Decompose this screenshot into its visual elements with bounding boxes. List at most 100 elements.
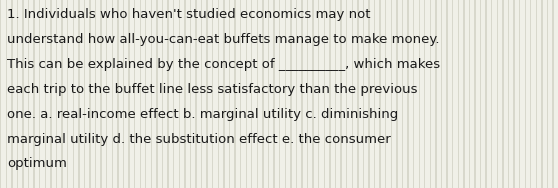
Bar — [296, 0, 297, 188]
Bar — [541, 0, 542, 188]
Bar — [145, 0, 147, 188]
Bar — [430, 0, 431, 188]
Bar — [424, 0, 425, 188]
Bar — [268, 0, 269, 188]
Bar — [458, 0, 459, 188]
Bar — [112, 0, 113, 188]
Bar — [17, 0, 18, 188]
Text: marginal utility d. the substitution effect e. the consumer: marginal utility d. the substitution eff… — [7, 133, 391, 146]
Text: This can be explained by the concept of __________, which makes: This can be explained by the concept of … — [7, 58, 440, 71]
Text: 1. Individuals who haven't studied economics may not: 1. Individuals who haven't studied econo… — [7, 8, 371, 21]
Bar — [206, 0, 208, 188]
Bar — [435, 0, 436, 188]
Bar — [285, 0, 286, 188]
Bar — [78, 0, 79, 188]
Bar — [0, 0, 1, 188]
Bar — [179, 0, 180, 188]
Bar — [61, 0, 63, 188]
Bar — [257, 0, 258, 188]
Bar — [318, 0, 320, 188]
Bar — [234, 0, 235, 188]
Bar — [324, 0, 325, 188]
Bar — [402, 0, 403, 188]
Text: understand how all-you-can-eat buffets manage to make money.: understand how all-you-can-eat buffets m… — [7, 33, 440, 46]
Bar — [485, 0, 487, 188]
Bar — [391, 0, 392, 188]
Bar — [368, 0, 369, 188]
Bar — [22, 0, 23, 188]
Bar — [552, 0, 554, 188]
Bar — [396, 0, 397, 188]
Bar — [95, 0, 97, 188]
Bar — [50, 0, 51, 188]
Bar — [530, 0, 531, 188]
Bar — [301, 0, 302, 188]
Bar — [525, 0, 526, 188]
Bar — [441, 0, 442, 188]
Bar — [508, 0, 509, 188]
Bar — [218, 0, 219, 188]
Text: one. a. real-income effect b. marginal utility c. diminishing: one. a. real-income effect b. marginal u… — [7, 108, 398, 121]
Bar — [413, 0, 414, 188]
Bar — [123, 0, 124, 188]
Bar — [340, 0, 341, 188]
Bar — [363, 0, 364, 188]
Bar — [519, 0, 521, 188]
Bar — [73, 0, 74, 188]
Bar — [379, 0, 381, 188]
Bar — [106, 0, 107, 188]
Bar — [39, 0, 41, 188]
Bar — [357, 0, 358, 188]
Bar — [56, 0, 57, 188]
Bar — [128, 0, 129, 188]
Bar — [262, 0, 263, 188]
Bar — [173, 0, 174, 188]
Bar — [407, 0, 408, 188]
Bar — [469, 0, 470, 188]
Bar — [290, 0, 291, 188]
Bar — [452, 0, 453, 188]
Bar — [491, 0, 492, 188]
Bar — [184, 0, 185, 188]
Bar — [474, 0, 475, 188]
Bar — [307, 0, 308, 188]
Bar — [547, 0, 548, 188]
Bar — [329, 0, 330, 188]
Bar — [346, 0, 347, 188]
Bar — [480, 0, 481, 188]
Bar — [28, 0, 30, 188]
Bar — [273, 0, 275, 188]
Bar — [240, 0, 241, 188]
Bar — [463, 0, 464, 188]
Bar — [229, 0, 230, 188]
Bar — [385, 0, 386, 188]
Text: optimum: optimum — [7, 157, 67, 170]
Bar — [89, 0, 90, 188]
Bar — [212, 0, 213, 188]
Text: each trip to the buffet line less satisfactory than the previous: each trip to the buffet line less satisf… — [7, 83, 418, 96]
Bar — [33, 0, 35, 188]
Bar — [117, 0, 118, 188]
Bar — [140, 0, 141, 188]
Bar — [162, 0, 163, 188]
Bar — [45, 0, 46, 188]
Bar — [312, 0, 314, 188]
Bar — [497, 0, 498, 188]
Bar — [446, 0, 448, 188]
Bar — [352, 0, 353, 188]
Bar — [335, 0, 336, 188]
Bar — [151, 0, 152, 188]
Bar — [223, 0, 224, 188]
Bar — [279, 0, 280, 188]
Bar — [167, 0, 169, 188]
Bar — [201, 0, 202, 188]
Bar — [502, 0, 503, 188]
Bar — [6, 0, 7, 188]
Bar — [190, 0, 191, 188]
Bar — [513, 0, 514, 188]
Bar — [67, 0, 68, 188]
Bar — [374, 0, 375, 188]
Bar — [195, 0, 197, 188]
Bar — [134, 0, 135, 188]
Bar — [84, 0, 85, 188]
